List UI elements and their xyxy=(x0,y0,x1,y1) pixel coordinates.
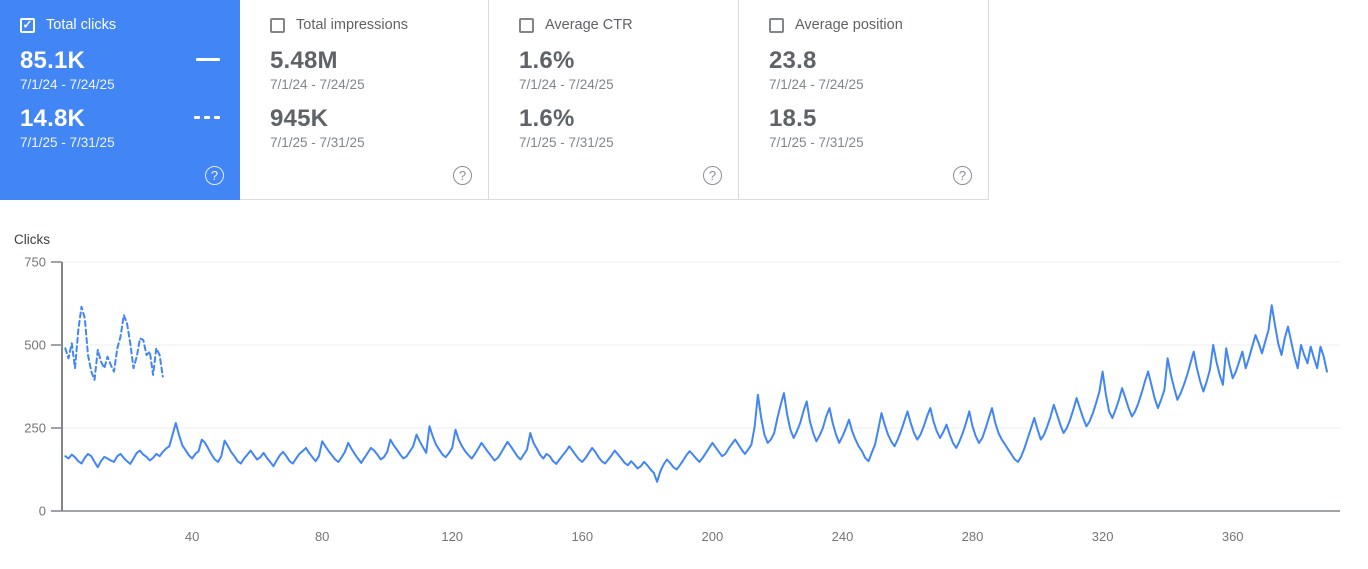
secondary-metric: 14.8K 7/1/25 - 7/31/25 xyxy=(20,105,115,150)
card-average-ctr[interactable]: Average CTR 1.6% 7/1/24 - 7/24/25 1.6% 7… xyxy=(489,0,739,200)
svg-text:200: 200 xyxy=(702,529,724,544)
svg-text:120: 120 xyxy=(441,529,463,544)
card-label: Average position xyxy=(795,17,903,33)
metric-date-range: 7/1/24 - 7/24/25 xyxy=(270,77,365,92)
svg-text:80: 80 xyxy=(315,529,329,544)
svg-text:320: 320 xyxy=(1092,529,1114,544)
svg-text:360: 360 xyxy=(1222,529,1244,544)
card-label: Total clicks xyxy=(46,17,117,33)
average-position-checkbox[interactable] xyxy=(769,17,784,33)
metric-date-range: 7/1/25 - 7/31/25 xyxy=(270,135,365,150)
svg-text:160: 160 xyxy=(571,529,593,544)
average-ctr-checkbox[interactable] xyxy=(519,17,534,33)
primary-metric: 1.6% 7/1/24 - 7/24/25 xyxy=(519,47,614,92)
metric-value: 1.6% xyxy=(519,47,575,74)
primary-metric: 5.48M 7/1/24 - 7/24/25 xyxy=(270,47,365,92)
dashed-line-indicator xyxy=(194,116,220,119)
chart-y-axis-title: Clicks xyxy=(14,232,50,247)
help-icon[interactable]: ? xyxy=(953,166,972,185)
help-icon[interactable]: ? xyxy=(703,166,722,185)
checkmark-icon: ✓ xyxy=(22,17,33,32)
metric-value: 85.1K xyxy=(20,47,86,74)
metric-cards: ✓ Total clicks 85.1K 7/1/24 - 7/24/25 14… xyxy=(0,0,989,200)
help-icon[interactable]: ? xyxy=(453,166,472,185)
total-impressions-checkbox[interactable] xyxy=(270,17,285,33)
metric-date-range: 7/1/25 - 7/31/25 xyxy=(519,135,614,150)
performance-line-chart[interactable]: 0 250 500 750 40 80 120 160 200 240 280 320 360 xyxy=(0,225,1368,569)
metric-date-range: 7/1/24 - 7/24/25 xyxy=(769,77,864,92)
svg-text:250: 250 xyxy=(24,421,46,436)
metric-date-range: 7/1/24 - 7/24/25 xyxy=(519,77,614,92)
card-label: Total impressions xyxy=(296,17,409,33)
metric-date-range: 7/1/25 - 7/31/25 xyxy=(769,135,864,150)
card-total-impressions[interactable]: Total impressions 5.48M 7/1/24 - 7/24/25… xyxy=(240,0,489,200)
total-clicks-checkbox[interactable]: ✓ xyxy=(20,17,35,33)
metric-value: 1.6% xyxy=(519,105,575,132)
svg-text:40: 40 xyxy=(185,529,199,544)
metric-date-range: 7/1/25 - 7/31/25 xyxy=(20,135,115,150)
secondary-metric: 1.6% 7/1/25 - 7/31/25 xyxy=(519,105,614,150)
svg-text:280: 280 xyxy=(962,529,984,544)
metric-date-range: 7/1/24 - 7/24/25 xyxy=(20,77,115,92)
card-label: Average CTR xyxy=(545,17,633,33)
metric-value: 5.48M xyxy=(270,47,338,74)
svg-text:0: 0 xyxy=(39,504,46,519)
secondary-metric: 945K 7/1/25 - 7/31/25 xyxy=(270,105,365,150)
secondary-metric: 18.5 7/1/25 - 7/31/25 xyxy=(769,105,864,150)
solid-line-indicator xyxy=(196,58,220,61)
metric-value: 18.5 xyxy=(769,105,817,132)
metric-value: 945K xyxy=(270,105,329,132)
metric-value: 23.8 xyxy=(769,47,817,74)
card-average-position[interactable]: Average position 23.8 7/1/24 - 7/24/25 1… xyxy=(739,0,989,200)
metric-value: 14.8K xyxy=(20,105,86,132)
clicks-chart-section: Clicks 0 250 500 750 40 80 120 160 200 240 280 320 3… xyxy=(0,225,1368,569)
svg-text:750: 750 xyxy=(24,255,46,270)
help-icon[interactable]: ? xyxy=(205,166,224,185)
primary-metric: 23.8 7/1/24 - 7/24/25 xyxy=(769,47,864,92)
svg-text:500: 500 xyxy=(24,338,46,353)
svg-text:240: 240 xyxy=(832,529,854,544)
primary-metric: 85.1K 7/1/24 - 7/24/25 xyxy=(20,47,115,92)
card-total-clicks[interactable]: ✓ Total clicks 85.1K 7/1/24 - 7/24/25 14… xyxy=(0,0,240,200)
